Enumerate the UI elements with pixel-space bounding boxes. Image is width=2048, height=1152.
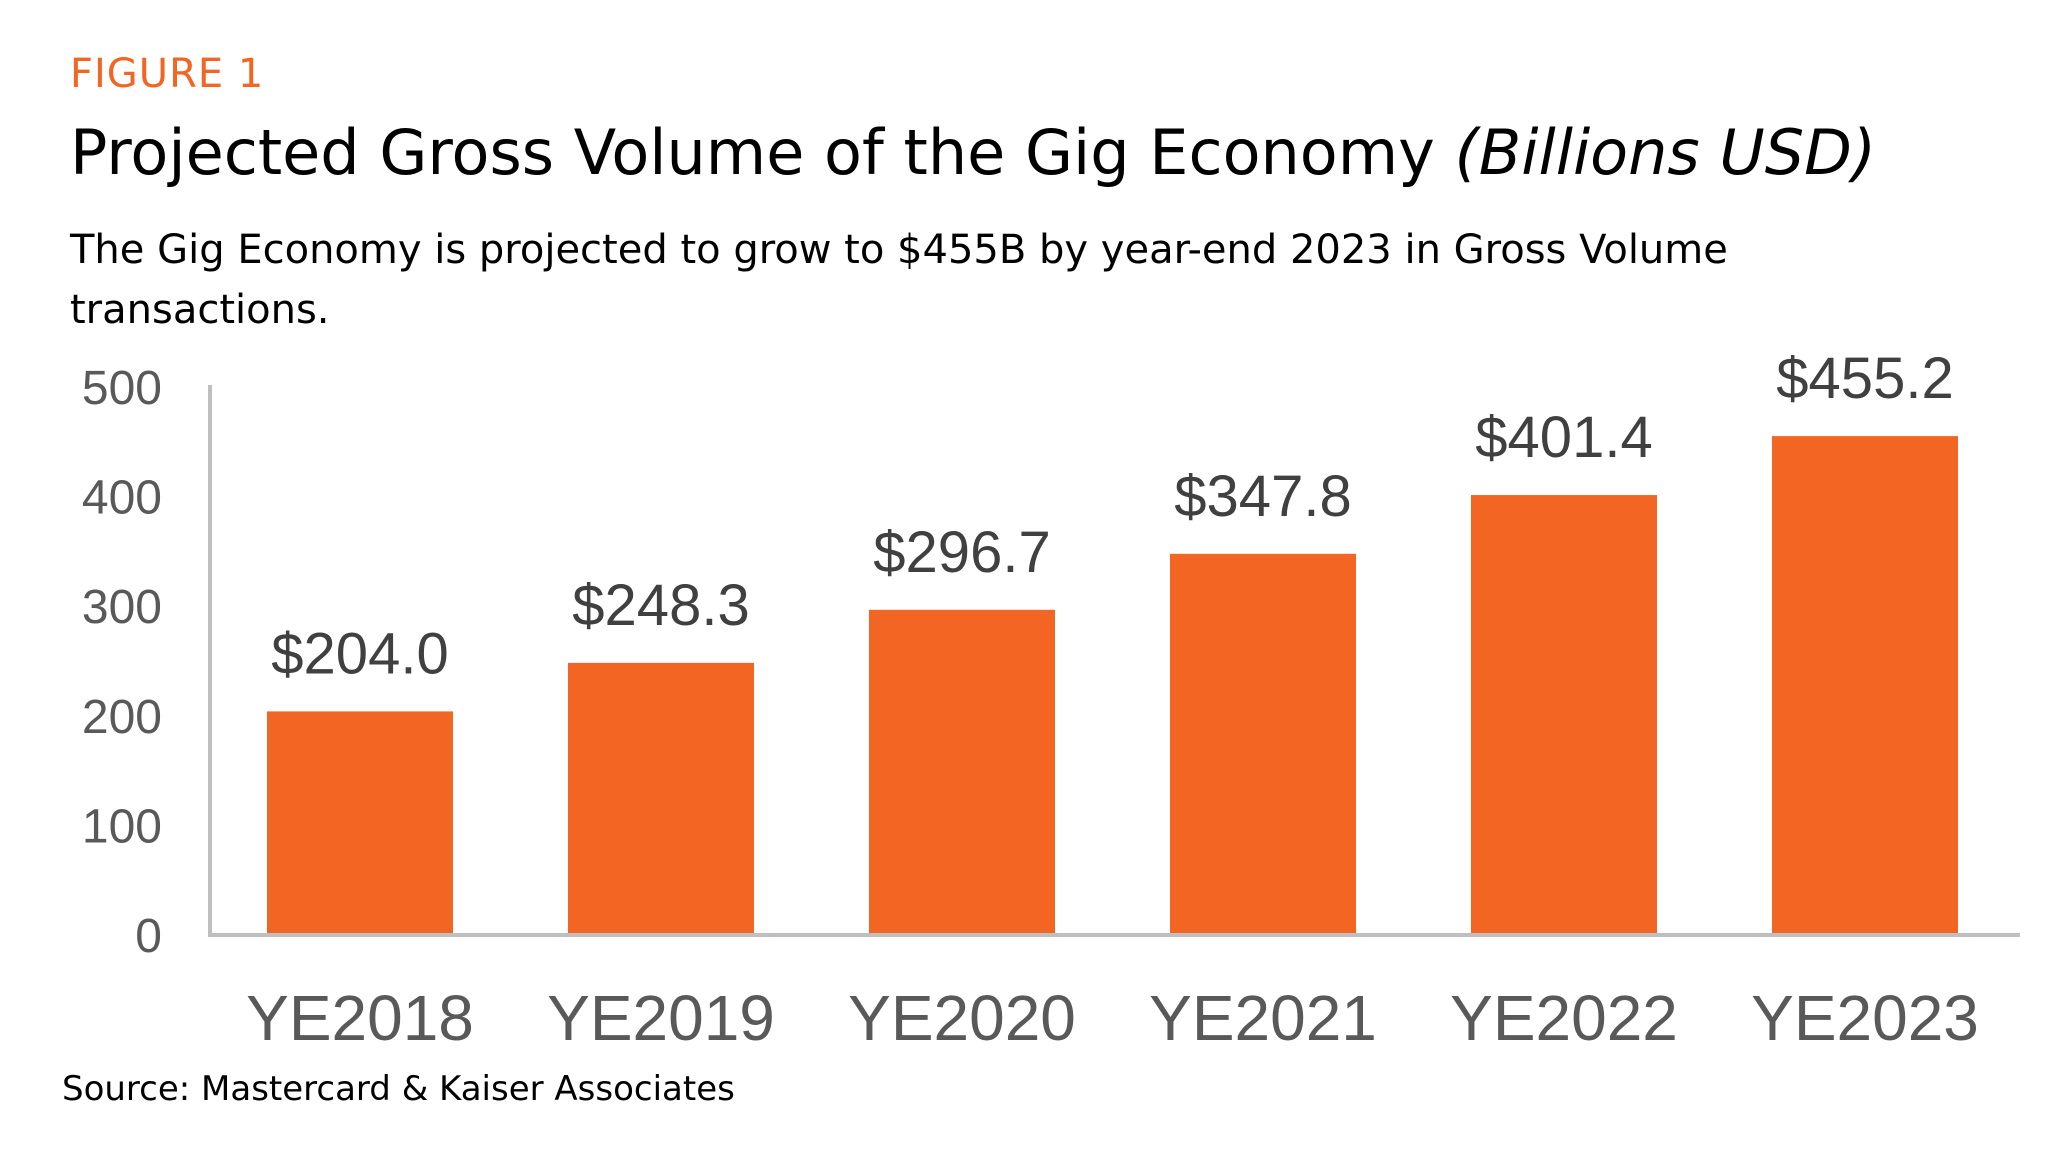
x-tick-label: YE2023: [1751, 982, 1979, 1054]
x-tick-label: YE2021: [1149, 982, 1377, 1054]
x-axis-ticks: YE2018 YE2019 YE2020 YE2021 YE2022 YE2023: [246, 982, 1979, 1054]
y-tick-label: 500: [82, 362, 162, 415]
y-tick-label: 0: [135, 910, 162, 963]
data-label-ye2023: $455.2: [1776, 346, 1953, 411]
y-tick-label: 400: [82, 472, 162, 525]
y-tick-label: 200: [82, 691, 162, 744]
x-tick-label: YE2018: [246, 982, 474, 1054]
data-labels: $204.0 $248.3 $296.7 $347.8 $401.4 $455.2: [271, 346, 1953, 686]
x-tick-label: YE2022: [1450, 982, 1678, 1054]
bar-ye2020: [869, 609, 1055, 935]
bar-ye2018: [267, 711, 453, 935]
bar-ye2019: [568, 662, 754, 935]
data-label-ye2018: $204.0: [271, 621, 448, 686]
chart-title-main: Projected Gross Volume of the Gig Econom…: [70, 116, 1435, 189]
figure-label: FIGURE 1: [70, 51, 265, 97]
y-tick-label: 100: [82, 800, 162, 853]
bar-ye2022: [1471, 495, 1657, 935]
x-tick-label: YE2019: [547, 982, 775, 1054]
data-label-ye2020: $296.7: [873, 520, 1050, 585]
y-tick-label: 300: [82, 581, 162, 634]
bars: [267, 436, 1958, 935]
chart-subtitle: The Gig Economy is projected to grow to …: [70, 227, 1728, 333]
data-label-ye2019: $248.3: [572, 573, 749, 638]
bar-ye2023: [1772, 436, 1958, 935]
data-label-ye2021: $347.8: [1174, 464, 1351, 529]
source-note: Source: Mastercard & Kaiser Associates: [62, 1069, 735, 1109]
chart-title: Projected Gross Volume of the Gig Econom…: [70, 122, 1876, 184]
chart-title-unit: (Billions USD): [1454, 116, 1877, 189]
data-label-ye2022: $401.4: [1475, 405, 1652, 470]
bar-ye2021: [1170, 553, 1356, 935]
y-axis-ticks: 0 100 200 300 400 500: [82, 362, 162, 963]
x-tick-label: YE2020: [848, 982, 1076, 1054]
